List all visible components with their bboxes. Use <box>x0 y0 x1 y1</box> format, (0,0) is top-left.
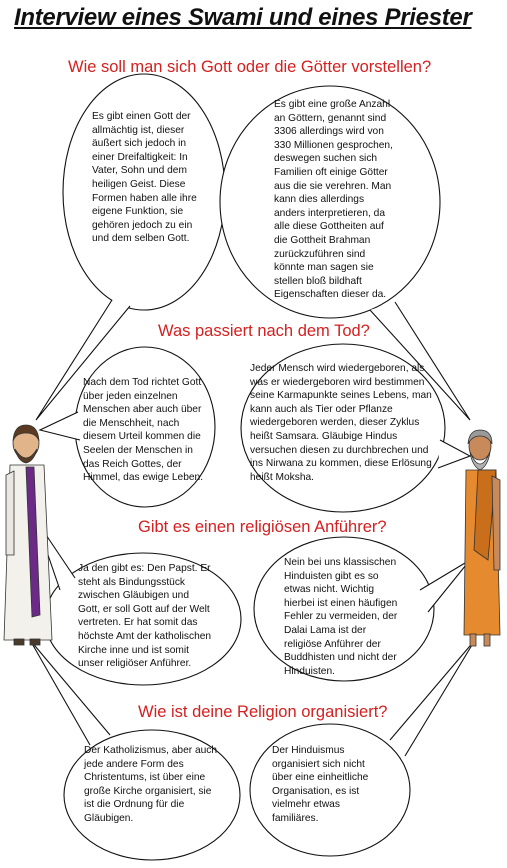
answer-swami-death: Jeder Mensch wird wiedergeboren, als was… <box>250 363 432 483</box>
question-death: Was passiert nach dem Tod? <box>158 322 370 340</box>
answer-priest-leader: Ja den gibt es: Den Papst. Er steht als … <box>78 563 212 670</box>
bubble-swami-org <box>249 723 411 857</box>
question-leader: Gibt es einen religiösen Anführer? <box>138 518 387 536</box>
bubble-swami-leader <box>253 536 435 682</box>
question-organisation: Wie ist deine Religion organisiert? <box>138 703 388 721</box>
question-god: Wie soll man sich Gott oder die Götter v… <box>68 58 432 76</box>
bubble-tail <box>38 411 81 441</box>
bubble-priest-org <box>63 729 241 861</box>
answer-priest-god: Es gibt einen Gott der allmächtig ist, d… <box>92 111 197 245</box>
answer-swami-leader: Nein bei uns klassischen Hinduisten gibt… <box>284 557 398 677</box>
bubble-swami-death <box>240 343 446 513</box>
answer-swami-org: Der Hinduismus organisiert sich nicht üb… <box>272 745 369 824</box>
answer-priest-death: Nach dem Tod richtet Gott über jeden ein… <box>83 377 204 484</box>
bubble-tail <box>437 439 472 469</box>
answer-swami-god: Es gibt eine große Anzahl an Göttern, ge… <box>274 99 393 301</box>
priest-figure <box>3 424 53 646</box>
bubble-tail <box>369 301 471 421</box>
page-title: Interview eines Swami und eines Priester <box>14 4 472 31</box>
bubble-swami-god <box>219 85 441 319</box>
bubble-tail <box>35 299 131 421</box>
answer-priest-org: Der Katholizismus, aber auch jede andere… <box>84 745 218 824</box>
swami-figure <box>463 429 501 647</box>
